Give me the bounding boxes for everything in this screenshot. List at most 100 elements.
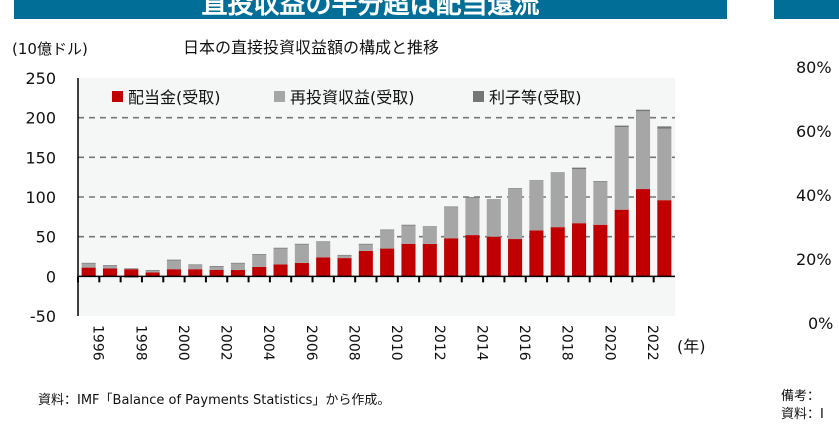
y-tick-label: 200 <box>25 109 56 128</box>
y-unit-label: (10億ドル) <box>12 40 88 58</box>
x-tick-label: 2006 <box>303 325 319 361</box>
bar-segment <box>593 181 608 225</box>
bar-segment <box>550 227 565 277</box>
bar-segment <box>614 127 629 210</box>
bar-segment <box>465 235 480 277</box>
bar-segment <box>635 109 651 112</box>
bar-segment <box>422 226 437 228</box>
bar-segment <box>657 200 672 277</box>
right-section-banner <box>774 0 839 19</box>
bar-segment <box>337 258 352 277</box>
right-note: 備考： <box>781 389 821 404</box>
bar-segment <box>465 197 480 236</box>
bar-segment <box>294 243 309 245</box>
y-tick-label: 250 <box>25 69 56 88</box>
bar-segment <box>124 268 139 270</box>
bar-segment <box>273 248 288 265</box>
bar-segment <box>529 180 544 182</box>
bar-segment <box>252 266 267 277</box>
bar-segment <box>401 224 416 226</box>
bar-segment <box>358 250 373 277</box>
legend-swatch <box>274 91 285 102</box>
bar-segment <box>337 255 352 259</box>
legend-label: 配当金(受取) <box>128 88 221 107</box>
bar-segment <box>614 125 629 128</box>
bar-segment <box>593 181 608 182</box>
bar-segment <box>188 265 203 270</box>
bar-segment <box>273 247 288 249</box>
bar-segment <box>166 259 181 261</box>
x-tick-label: 2002 <box>218 325 234 361</box>
bar-segment <box>102 268 118 277</box>
x-tick-label: 2014 <box>473 325 489 361</box>
bar-segment <box>188 269 203 277</box>
y-tick-label: 0 <box>46 267 56 286</box>
x-unit-label: (年) <box>677 337 706 356</box>
bar-segment <box>508 239 523 277</box>
bar-segment <box>635 189 651 277</box>
bar-segment <box>230 269 245 277</box>
right-y-tick-label: 40% <box>796 186 832 205</box>
bar-segment <box>550 173 565 228</box>
legend-label: 再投資収益(受取) <box>290 88 415 107</box>
bar-segment <box>444 238 459 277</box>
bar-segment <box>593 224 608 277</box>
x-tick-label: 1996 <box>90 325 106 361</box>
bar-segment <box>529 181 544 231</box>
bar-segment <box>230 263 245 270</box>
bar-segment <box>572 223 587 277</box>
bar-segment <box>486 236 501 277</box>
bar-segment <box>124 276 139 278</box>
bar-segment <box>316 242 331 258</box>
bar-segment <box>358 243 373 245</box>
bar-segment <box>166 269 181 277</box>
bar-segment <box>550 172 565 174</box>
bar-segment <box>316 257 331 277</box>
bar-segment <box>124 269 139 277</box>
bar-segment <box>102 266 118 269</box>
bar-segment <box>444 207 459 239</box>
bar-segment <box>444 206 459 208</box>
x-tick-label: 2016 <box>516 325 532 361</box>
bar-segment <box>81 267 96 277</box>
bar-segment <box>273 264 288 277</box>
bar-segment <box>209 266 224 267</box>
bar-segment <box>401 243 416 277</box>
bar-segment <box>572 167 587 170</box>
x-tick-label: 2012 <box>431 325 447 361</box>
bar-segment <box>422 227 437 244</box>
bar-segment <box>102 265 118 267</box>
bar-segment <box>465 197 480 198</box>
bar-segment <box>358 244 373 251</box>
bar-segment <box>486 200 501 237</box>
bar-segment <box>508 188 523 190</box>
banner-title: 直投収益の半分超は配当還流 <box>201 0 540 19</box>
right-y-tick-label: 80% <box>796 58 832 77</box>
bar-segment <box>81 263 96 268</box>
bar-segment <box>422 243 437 277</box>
x-tick-label: 1998 <box>132 325 148 361</box>
x-tick-label: 2020 <box>601 325 617 361</box>
x-tick-label: 2022 <box>644 325 660 361</box>
bar-segment <box>230 262 245 264</box>
bar-segment <box>252 254 267 255</box>
y-tick-label: 100 <box>25 188 56 207</box>
x-tick-label: 2000 <box>175 325 191 361</box>
bar-segment <box>380 230 395 249</box>
bar-segment <box>337 254 352 256</box>
bar-segment <box>209 266 224 270</box>
bar-segment <box>209 269 224 277</box>
right-y-tick-label: 0% <box>808 314 834 333</box>
y-tick-label: 150 <box>25 148 56 167</box>
legend-label: 利子等(受取) <box>489 88 582 107</box>
bar-segment <box>81 262 96 264</box>
source-note: 資料：IMF「Balance of Payments Statistics」から… <box>38 393 391 408</box>
bar-segment <box>145 269 160 271</box>
bar-segment <box>252 254 267 267</box>
bar-segment <box>294 262 309 277</box>
bar-segment <box>380 229 395 231</box>
section-banner: 直投収益の半分超は配当還流 <box>14 0 727 19</box>
legend-swatch <box>112 91 123 102</box>
y-tick-label: -50 <box>30 307 56 326</box>
